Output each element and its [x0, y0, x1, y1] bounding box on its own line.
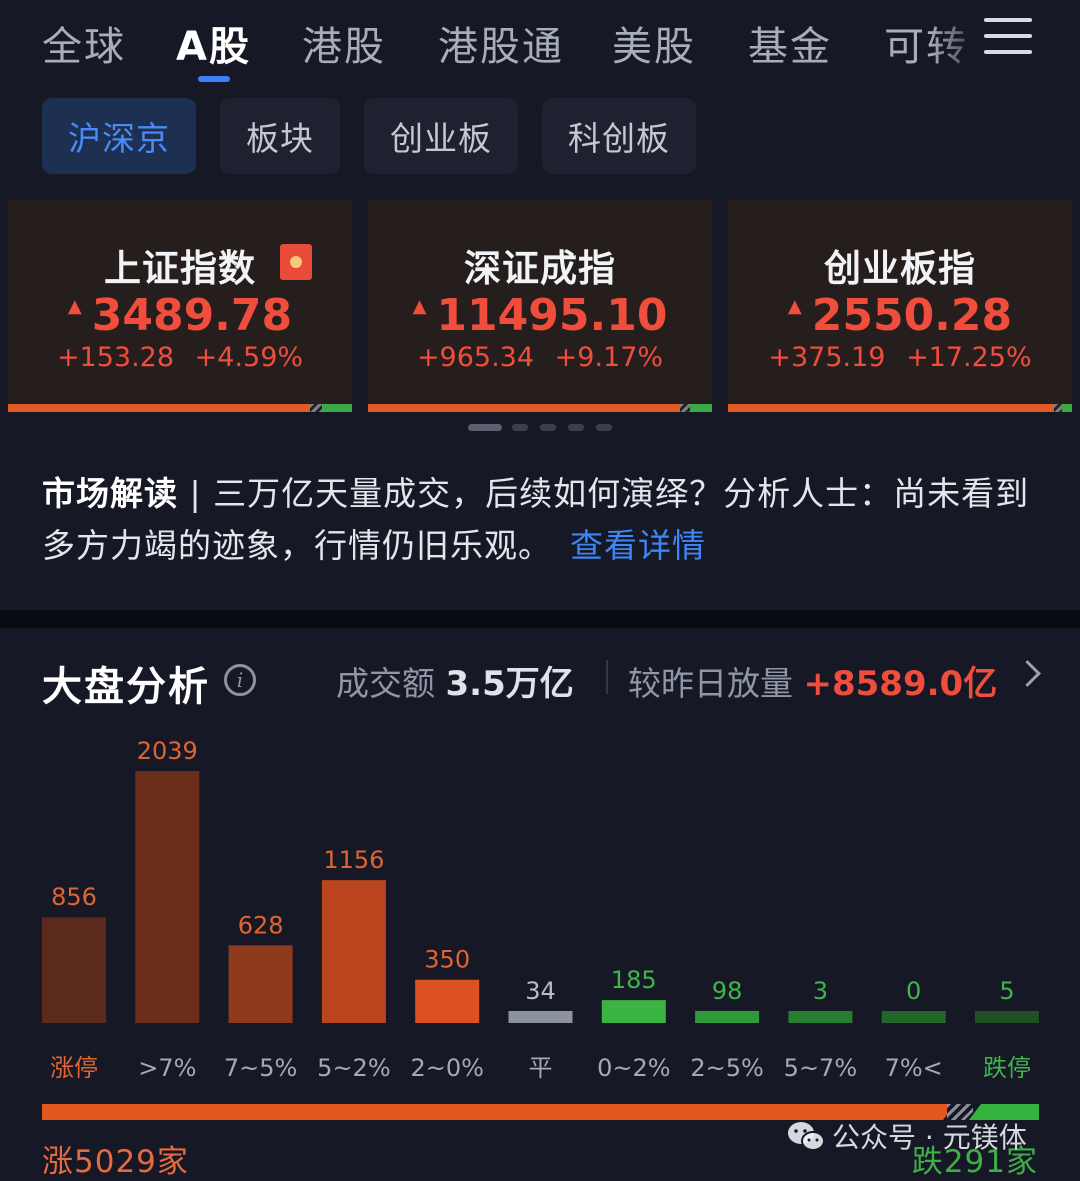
index-card-shenzhen[interactable]: 深证成指 ▲ 11495.10 +965.34 +9.17% [368, 200, 712, 412]
news-headline: 市场解读 [42, 474, 178, 513]
up-triangle-icon: ▲ [412, 296, 427, 317]
index-name: 深证成指 [464, 247, 616, 290]
red-packet-icon[interactable] [280, 244, 312, 280]
wechat-icon [788, 1122, 825, 1151]
advance-segment [42, 1104, 955, 1120]
volume-change: 较昨日放量 +8589.0亿 [628, 664, 998, 704]
category-label: 2~5% [690, 1054, 763, 1082]
index-card-chinext[interactable]: 创业板指 ▲ 2550.28 +375.19 +17.25% [728, 200, 1072, 412]
category-label: 5~2% [317, 1054, 390, 1082]
unchanged-segment [947, 1104, 973, 1120]
bar-5 [508, 1011, 573, 1023]
bar-7 [695, 1010, 760, 1023]
market-tab-bar: 全球 A股 港股 港股通 美股 基金 可转 [0, 0, 1080, 92]
tab-us-shares[interactable]: 美股 [612, 24, 696, 70]
value-label: 5 [999, 977, 1014, 1005]
tab-hk-connect[interactable]: 港股通 [438, 24, 564, 70]
bar-10 [975, 1011, 1039, 1023]
index-price: ▲ 2550.28 [787, 290, 1013, 341]
bar-8 [788, 1011, 853, 1023]
index-change: +153.28 +4.59% [56, 342, 304, 373]
category-label: 平 [529, 1054, 553, 1082]
value-label: 3 [813, 977, 828, 1005]
change-distribution-chart: 856涨停2039>7%6287~5%11565~2%3502~0%34平185… [42, 737, 1039, 1082]
menu-icon[interactable] [984, 16, 1032, 56]
value-label: 2039 [137, 737, 198, 765]
subtab-chinext[interactable]: 创业板 [364, 98, 518, 174]
tab-a-shares[interactable]: A股 [176, 24, 251, 70]
tab-funds[interactable]: 基金 [748, 24, 832, 70]
bar-4 [415, 979, 480, 1023]
tab-hk-shares[interactable]: 港股 [302, 24, 386, 70]
value-label: 0 [906, 977, 921, 1005]
header-separator [606, 660, 608, 694]
index-change: +965.34 +9.17% [416, 342, 664, 373]
tab-fade [930, 0, 990, 90]
category-label: 2~0% [410, 1054, 483, 1082]
value-label: 628 [238, 911, 284, 939]
category-label: 7%< [885, 1054, 943, 1082]
category-label: 涨停 [50, 1054, 98, 1082]
bar-2 [228, 945, 293, 1023]
subtab-shanghai-shenzhen-beijing[interactable]: 沪深京 [42, 98, 196, 174]
index-name: 上证指数 [104, 247, 256, 290]
watermark-text: 公众号 · 元镁体 [832, 1121, 1027, 1154]
page-dot[interactable] [540, 424, 556, 431]
page-dot-active[interactable] [468, 424, 502, 431]
index-change: +375.19 +17.25% [768, 342, 1032, 373]
active-tab-indicator [198, 76, 230, 82]
category-label: 跌停 [983, 1054, 1031, 1082]
turnover: 成交额 3.5万亿 [336, 664, 574, 704]
category-label: 0~2% [597, 1054, 670, 1082]
value-label: 856 [51, 883, 97, 911]
value-label: 350 [424, 946, 470, 974]
index-price: ▲ 11495.10 [412, 290, 668, 341]
up-triangle-icon: ▲ [787, 296, 802, 317]
market-news[interactable]: 市场解读 | 三万亿天量成交，后续如何演绎？分析人士：尚未看到多方力竭的迹象，行… [42, 468, 1042, 572]
value-label: 98 [712, 977, 743, 1005]
decline-segment [969, 1104, 1039, 1120]
category-label: 5~7% [784, 1054, 857, 1082]
info-icon[interactable]: i [224, 664, 256, 696]
tab-global[interactable]: 全球 [42, 24, 126, 70]
bar-3 [321, 880, 386, 1023]
news-detail-link[interactable]: 查看详情 [570, 526, 706, 565]
category-label: 7~5% [224, 1054, 297, 1082]
news-text: 三万亿天量成交，后续如何演绎？分析人士：尚未看到多方力竭的迹象，行情仍旧乐观。 [42, 474, 1030, 565]
value-label: 1156 [323, 846, 384, 874]
advancers-count: 涨5029家 [42, 1144, 189, 1180]
page-dot[interactable] [568, 424, 584, 431]
index-name: 创业板指 [824, 247, 976, 290]
category-label: >7% [138, 1054, 196, 1082]
chevron-right-icon[interactable] [1014, 660, 1041, 687]
page-dot[interactable] [596, 424, 612, 431]
section-divider [0, 610, 1080, 628]
subtab-star-market[interactable]: 科创板 [542, 98, 696, 174]
decliners-count: 跌291家 [911, 1144, 1038, 1180]
value-label: 185 [611, 966, 657, 994]
bar-1 [135, 771, 200, 1023]
breadth-mini-bar [8, 404, 352, 412]
breadth-mini-bar [368, 404, 712, 412]
breadth-mini-bar [728, 404, 1072, 412]
news-separator: | [178, 474, 214, 513]
index-card-shanghai[interactable]: 上证指数 ▲ 3489.78 +153.28 +4.59% [8, 200, 352, 412]
bar-6 [601, 1000, 666, 1023]
up-triangle-icon: ▲ [67, 296, 82, 317]
subtab-sectors[interactable]: 板块 [220, 98, 340, 174]
market-analysis-title: 大盘分析 [42, 664, 210, 710]
bar-9 [881, 1011, 946, 1023]
bar-0 [42, 917, 106, 1023]
page-dot[interactable] [512, 424, 528, 431]
advance-decline-bar [42, 1104, 1039, 1120]
index-price: ▲ 3489.78 [67, 290, 293, 341]
value-label: 34 [525, 977, 556, 1005]
